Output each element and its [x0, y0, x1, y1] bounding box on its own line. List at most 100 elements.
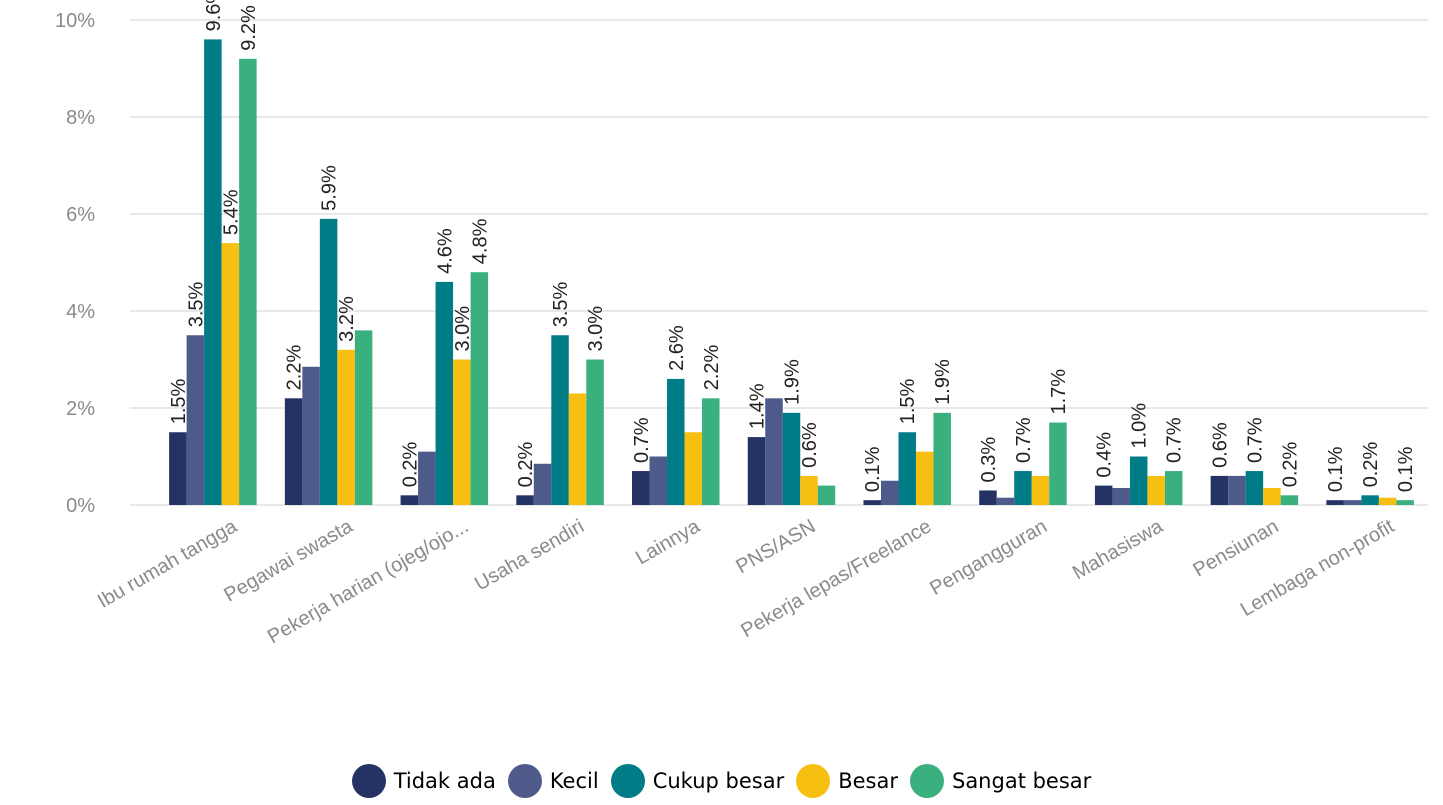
- y-tick-label: 10%: [55, 10, 95, 32]
- data-label: 1.9%: [932, 359, 954, 405]
- bar: [470, 272, 489, 505]
- x-tick-label: PNS/ASN: [732, 515, 819, 578]
- bar: [667, 378, 685, 505]
- data-label: 5.4%: [220, 189, 242, 235]
- y-tick-label: 8%: [66, 107, 95, 129]
- x-tick-label: Pensiunan: [1190, 515, 1283, 581]
- legend-item: Cukup besar: [610, 764, 785, 798]
- bar: [915, 451, 934, 505]
- data-label: 0.2%: [399, 441, 421, 487]
- data-label: 0.1%: [1395, 446, 1417, 492]
- data-label: 0.1%: [1325, 446, 1347, 492]
- bar: [632, 471, 650, 505]
- data-label: 0.1%: [862, 446, 884, 492]
- bar: [1263, 488, 1281, 505]
- y-tick-label: 2%: [66, 398, 95, 420]
- bar: [747, 437, 766, 505]
- legend-item: Kecil: [507, 764, 599, 798]
- data-label: 4.8%: [469, 218, 491, 264]
- bar: [1049, 422, 1067, 505]
- bar: [1228, 475, 1246, 505]
- data-labels: 1.5% 3.5% 9.6% 5.4% 9.2% 2.2% 5.9% 3.2% 0.2% 4.6%…: [168, 0, 1417, 492]
- data-label: 1.9%: [782, 359, 804, 405]
- x-tick-label: Pekerja harian (ojeg/ojo...: [264, 515, 472, 648]
- bar: [302, 366, 320, 505]
- data-label: 3.2%: [336, 296, 358, 342]
- data-label: 3.0%: [452, 306, 474, 352]
- bar: [319, 218, 338, 505]
- bar: [516, 495, 534, 505]
- data-label: 3.5%: [185, 281, 207, 327]
- data-label: 1.5%: [897, 378, 919, 424]
- data-label: 4.6%: [434, 228, 456, 274]
- bar: [221, 243, 240, 505]
- bar: [817, 485, 836, 505]
- bar: [979, 490, 997, 505]
- bar: [568, 393, 587, 505]
- x-tick-label: Usaha sendiri: [471, 515, 588, 595]
- bar: [1396, 500, 1414, 505]
- bar: [1014, 471, 1032, 505]
- bar: [782, 412, 801, 505]
- data-label: 2.2%: [701, 344, 723, 390]
- legend-label: Sangat besar: [951, 769, 1092, 793]
- bar: [702, 398, 720, 505]
- data-label: 1.4%: [747, 383, 769, 429]
- data-label: 0.3%: [978, 437, 1000, 483]
- y-tick-label: 6%: [66, 204, 95, 226]
- bar: [1361, 495, 1379, 505]
- bar: [1164, 471, 1183, 505]
- bar: [1147, 475, 1165, 505]
- legend-swatch: [351, 764, 386, 798]
- bar: [1245, 471, 1264, 505]
- data-label: 0.6%: [799, 422, 821, 468]
- x-tick-label: Pekerja lepas/Freelance: [737, 515, 935, 642]
- bar: [898, 432, 916, 505]
- bar: [933, 412, 951, 505]
- legend-item: Besar: [796, 764, 898, 798]
- data-label: 0.2%: [515, 441, 537, 487]
- data-label: 3.5%: [550, 281, 572, 327]
- y-tick-label: 0%: [66, 495, 95, 517]
- data-label: 0.7%: [1244, 417, 1266, 463]
- bar: [453, 359, 471, 505]
- data-label: 1.5%: [168, 378, 190, 424]
- bar: [169, 432, 187, 505]
- data-label: 1.0%: [1129, 403, 1151, 449]
- bar: [400, 495, 419, 505]
- legend: Tidak ada Kecil Cukup besar Besar Sangat bes…: [0, 763, 1443, 799]
- bar: [1129, 456, 1148, 505]
- bar: [649, 456, 668, 505]
- legend-swatch: [909, 764, 944, 798]
- data-label: 0.4%: [1094, 432, 1116, 478]
- y-axis: 0% 2% 4% 6% 8% 10%: [55, 10, 95, 517]
- bars: [169, 39, 1414, 506]
- legend-label: Cukup besar: [652, 769, 785, 793]
- bar: [186, 335, 205, 505]
- data-label: 2.2%: [284, 344, 306, 390]
- data-label: 2.6%: [666, 325, 688, 371]
- bar: [204, 39, 222, 506]
- data-label: 9.2%: [238, 5, 260, 51]
- bar: [354, 330, 373, 505]
- bar: [684, 432, 703, 505]
- x-tick-label: Mahasiswa: [1069, 515, 1167, 585]
- legend-label: Besar: [838, 769, 898, 793]
- bar: [337, 349, 355, 505]
- bar: [765, 398, 783, 505]
- bar: [1094, 485, 1113, 505]
- bar: [1112, 488, 1130, 505]
- data-label: 1.7%: [1048, 369, 1070, 415]
- bar: [800, 475, 818, 505]
- bar: [1343, 500, 1362, 505]
- data-label: 0.7%: [631, 417, 653, 463]
- bar-chart-svg: 0% 2% 4% 6% 8% 10% 1.5% 3.5% 9.6% 5.4% 9.2% 2.2% 5.…: [55, 0, 1428, 648]
- data-label: 0.2%: [1360, 441, 1382, 487]
- data-label: 9.6%: [203, 0, 225, 31]
- bar: [1210, 475, 1229, 505]
- bar: [863, 500, 881, 505]
- bar: [996, 497, 1015, 505]
- legend-label: Tidak ada: [393, 769, 496, 793]
- x-tick-label: Lainnya: [632, 515, 704, 570]
